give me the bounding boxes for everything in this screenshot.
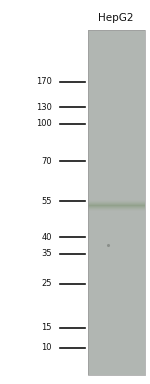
Text: 25: 25: [42, 280, 52, 288]
Text: HepG2: HepG2: [98, 13, 134, 23]
Text: 35: 35: [41, 250, 52, 258]
Text: 130: 130: [36, 103, 52, 111]
Text: 170: 170: [36, 78, 52, 86]
Text: 70: 70: [41, 157, 52, 166]
Text: 100: 100: [36, 119, 52, 129]
Bar: [88, 30, 145, 375]
Text: 40: 40: [42, 232, 52, 242]
Text: 10: 10: [42, 344, 52, 353]
Text: 55: 55: [42, 197, 52, 205]
Text: 15: 15: [42, 323, 52, 333]
